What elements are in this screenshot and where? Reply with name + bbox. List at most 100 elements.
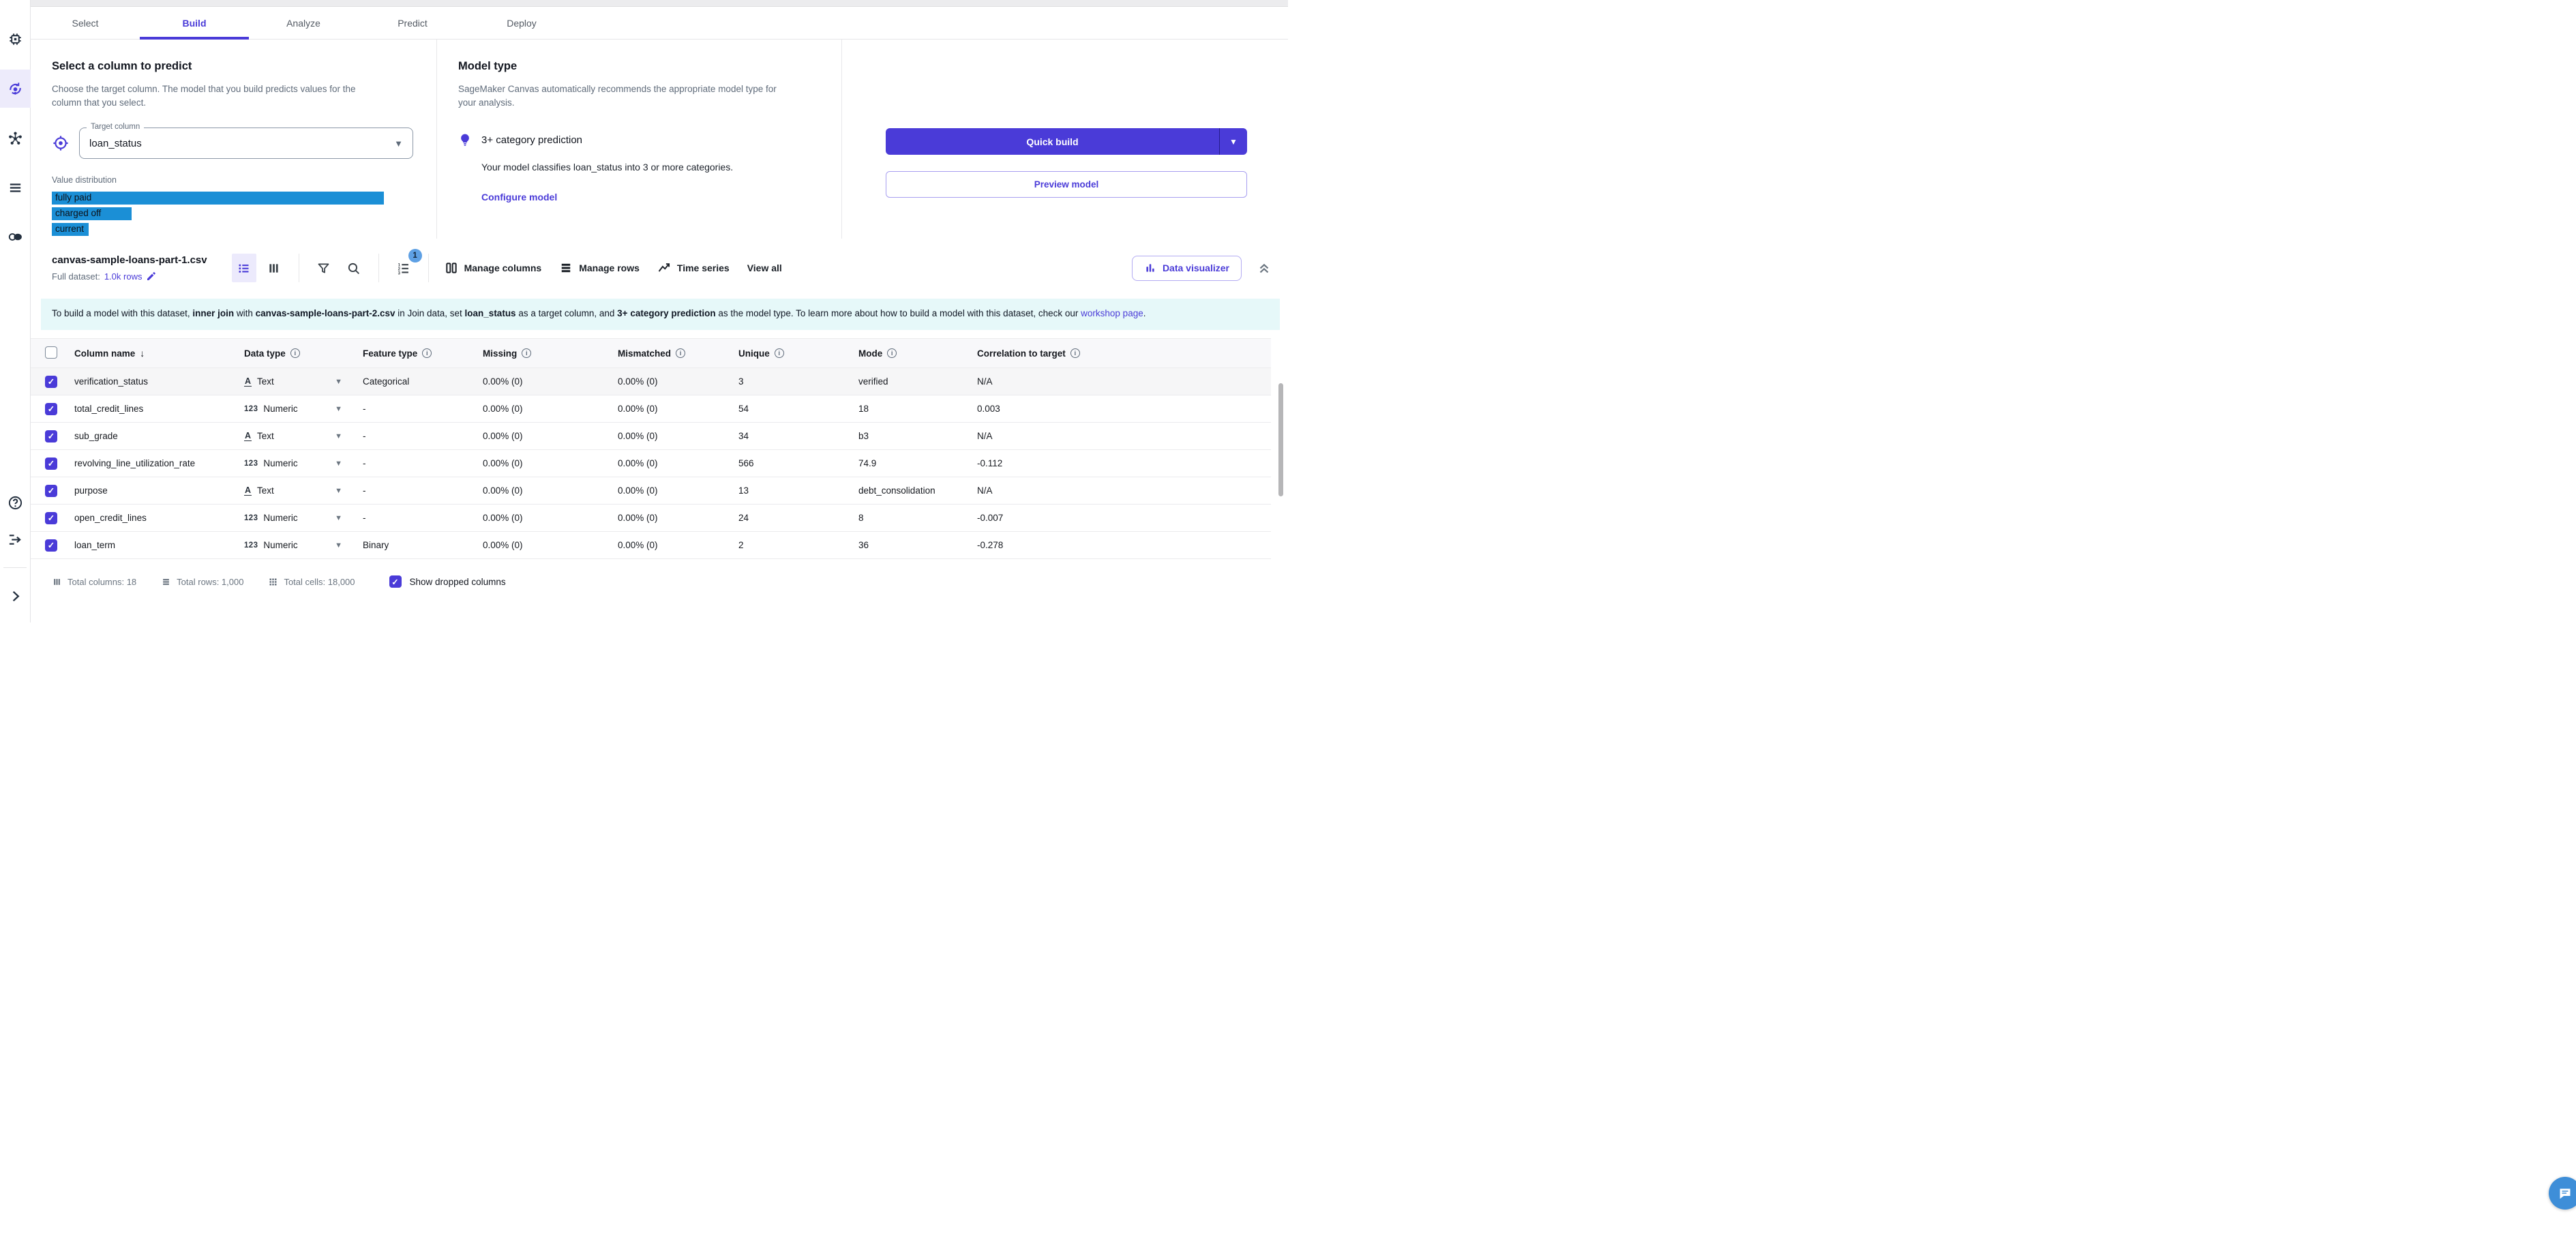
- time-series-label: Time series: [677, 262, 730, 273]
- data-type-value: Numeric: [263, 540, 297, 550]
- tab-build[interactable]: Build: [140, 7, 249, 39]
- feature-type-cell: Binary: [357, 532, 477, 559]
- data-type-dropdown-icon[interactable]: ▼: [335, 432, 352, 440]
- sidebar-item-models[interactable]: [0, 70, 31, 108]
- build-options-caret[interactable]: ▼: [1220, 128, 1247, 155]
- sidebar-item-datasets[interactable]: [0, 20, 31, 57]
- header-feature-type: Feature type: [363, 348, 417, 359]
- grid-view-button[interactable]: [262, 254, 286, 282]
- row-checkbox[interactable]: [45, 457, 57, 470]
- banner-segment: To build a model with this dataset,: [52, 308, 192, 318]
- configure-model-link[interactable]: Configure model: [481, 192, 557, 202]
- row-checkbox[interactable]: [45, 430, 57, 442]
- unique-cell: 34: [733, 423, 853, 450]
- total-rows-label: Total rows: 1,000: [177, 577, 243, 587]
- show-dropped-checkbox[interactable]: [389, 575, 402, 588]
- time-series-button[interactable]: Time series: [657, 261, 730, 275]
- filter-button[interactable]: [312, 254, 336, 282]
- model-type-heading: Model type: [458, 60, 841, 73]
- data-type-dropdown-icon[interactable]: ▼: [335, 460, 352, 468]
- grid-icon: [268, 577, 278, 587]
- row-checkbox[interactable]: [45, 485, 57, 497]
- data-type-dropdown-icon[interactable]: ▼: [335, 541, 352, 550]
- collapse-panel-button[interactable]: [1257, 260, 1272, 275]
- info-icon[interactable]: i: [887, 348, 897, 358]
- sort-order-button[interactable]: 123 1: [391, 254, 416, 282]
- tab-analyze[interactable]: Analyze: [249, 7, 358, 39]
- tab-select[interactable]: Select: [31, 7, 140, 39]
- banner-segment: in Join data, set: [395, 308, 464, 318]
- data-type-dropdown-icon[interactable]: ▼: [335, 405, 352, 413]
- select-column-heading: Select a column to predict: [52, 60, 436, 73]
- help-button[interactable]: [0, 484, 31, 521]
- header-column-name[interactable]: Column name: [74, 348, 135, 359]
- info-icon[interactable]: i: [290, 348, 300, 358]
- sidebar-item-workflows[interactable]: [0, 120, 31, 157]
- recommended-model-type: 3+ category prediction: [481, 134, 582, 146]
- view-all-button[interactable]: View all: [747, 262, 782, 273]
- header-mode: Mode: [858, 348, 882, 359]
- unique-cell: 2: [733, 532, 853, 559]
- sidebar-item-resources[interactable]: [0, 218, 31, 255]
- row-checkbox[interactable]: [45, 376, 57, 388]
- feature-type-cell: -: [357, 423, 477, 450]
- target-column-label: Target column: [87, 123, 144, 131]
- unique-cell: 54: [733, 395, 853, 423]
- chat-fab-button[interactable]: [2549, 1177, 2576, 1210]
- row-checkbox[interactable]: [45, 539, 57, 552]
- filter-funnel-icon: [316, 261, 331, 275]
- unique-cell: 24: [733, 505, 853, 532]
- data-type-value: Text: [257, 376, 274, 387]
- info-icon[interactable]: i: [422, 348, 432, 358]
- select-all-checkbox[interactable]: [45, 346, 57, 359]
- expand-sidebar-button[interactable]: [0, 578, 31, 614]
- column-name-cell: purpose: [74, 485, 108, 496]
- row-checkbox[interactable]: [45, 512, 57, 524]
- tab-predict[interactable]: Predict: [358, 7, 467, 39]
- tab-deploy[interactable]: Deploy: [467, 7, 576, 39]
- correlation-cell: N/A: [972, 477, 1271, 505]
- rows-count-link[interactable]: 1.0k rows: [104, 271, 143, 282]
- banner-segment: .: [1143, 308, 1146, 318]
- sort-count-badge: 1: [408, 249, 422, 262]
- list-view-button[interactable]: [232, 254, 256, 282]
- data-type-dropdown-icon[interactable]: ▼: [335, 487, 352, 495]
- info-icon[interactable]: i: [1070, 348, 1080, 358]
- table-scrollbar[interactable]: [1278, 383, 1283, 496]
- total-columns-label: Total columns: 18: [68, 577, 136, 587]
- data-type-icon: 123: [244, 541, 258, 550]
- target-column-select[interactable]: Target column loan_status ▼: [79, 127, 413, 159]
- workshop-page-link[interactable]: workshop page: [1081, 308, 1143, 318]
- data-type-dropdown-icon[interactable]: ▼: [335, 378, 352, 386]
- sort-descending-icon[interactable]: ↓: [140, 348, 145, 359]
- info-icon[interactable]: i: [676, 348, 685, 358]
- data-type-dropdown-icon[interactable]: ▼: [335, 514, 352, 522]
- logout-button[interactable]: [0, 521, 31, 558]
- distribution-bar: fully paid: [52, 192, 384, 205]
- info-banner: To build a model with this dataset, inne…: [41, 299, 1280, 330]
- feature-type-cell: -: [357, 450, 477, 477]
- info-icon[interactable]: i: [775, 348, 784, 358]
- quick-build-button[interactable]: Quick build ▼: [886, 128, 1247, 155]
- row-checkbox[interactable]: [45, 403, 57, 415]
- data-type-value: Numeric: [263, 404, 297, 414]
- edit-pencil-icon[interactable]: [146, 271, 157, 282]
- search-button[interactable]: [342, 254, 366, 282]
- preview-model-button[interactable]: Preview model: [886, 171, 1247, 198]
- correlation-cell: -0.278: [972, 532, 1271, 559]
- correlation-cell: N/A: [972, 423, 1271, 450]
- mismatched-cell: 0.00% (0): [612, 368, 733, 395]
- sidebar-item-list[interactable]: [0, 169, 31, 206]
- distribution-bar-label: fully paid: [55, 192, 91, 202]
- banner-bold: canvas-sample-loans-part-2.csv: [256, 308, 395, 318]
- unique-cell: 3: [733, 368, 853, 395]
- manage-rows-button[interactable]: Manage rows: [559, 261, 640, 275]
- missing-cell: 0.00% (0): [477, 450, 612, 477]
- distribution-bar-label: current: [55, 224, 84, 234]
- info-icon[interactable]: i: [522, 348, 531, 358]
- manage-columns-button[interactable]: Manage columns: [445, 261, 542, 275]
- column-name-cell: open_credit_lines: [74, 513, 147, 523]
- data-visualizer-button[interactable]: Data visualizer: [1132, 256, 1242, 281]
- top-strip: [31, 0, 1288, 7]
- model-type-detail: Your model classifies loan_status into 3…: [481, 162, 841, 172]
